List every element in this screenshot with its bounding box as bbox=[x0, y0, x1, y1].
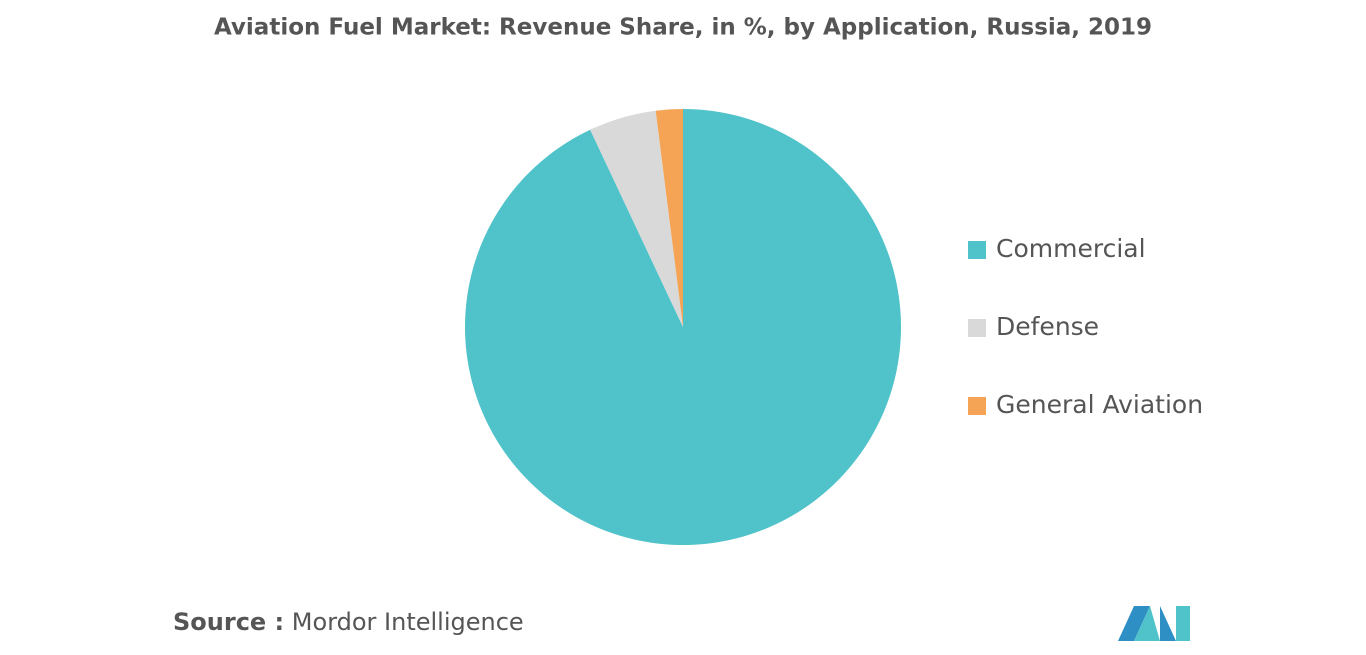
legend-label: Commercial bbox=[996, 234, 1146, 263]
logo bbox=[1118, 606, 1190, 641]
logo-part bbox=[1134, 606, 1160, 641]
source-name: Mordor Intelligence bbox=[292, 608, 524, 636]
chart-title: Aviation Fuel Market: Revenue Share, in … bbox=[214, 15, 1152, 41]
legend-label: General Aviation bbox=[996, 390, 1203, 419]
legend-swatch bbox=[968, 319, 986, 337]
legend-swatch bbox=[968, 397, 986, 415]
legend-swatch bbox=[968, 241, 986, 259]
legend-label: Defense bbox=[996, 312, 1099, 341]
pie-slice bbox=[590, 110, 683, 327]
logo-part bbox=[1160, 606, 1176, 641]
logo-part bbox=[1118, 606, 1150, 641]
logo-part bbox=[1176, 606, 1190, 641]
source: Source : Mordor Intelligence bbox=[173, 608, 524, 636]
pie-slice bbox=[655, 109, 683, 327]
source-label: Source : bbox=[173, 608, 284, 636]
